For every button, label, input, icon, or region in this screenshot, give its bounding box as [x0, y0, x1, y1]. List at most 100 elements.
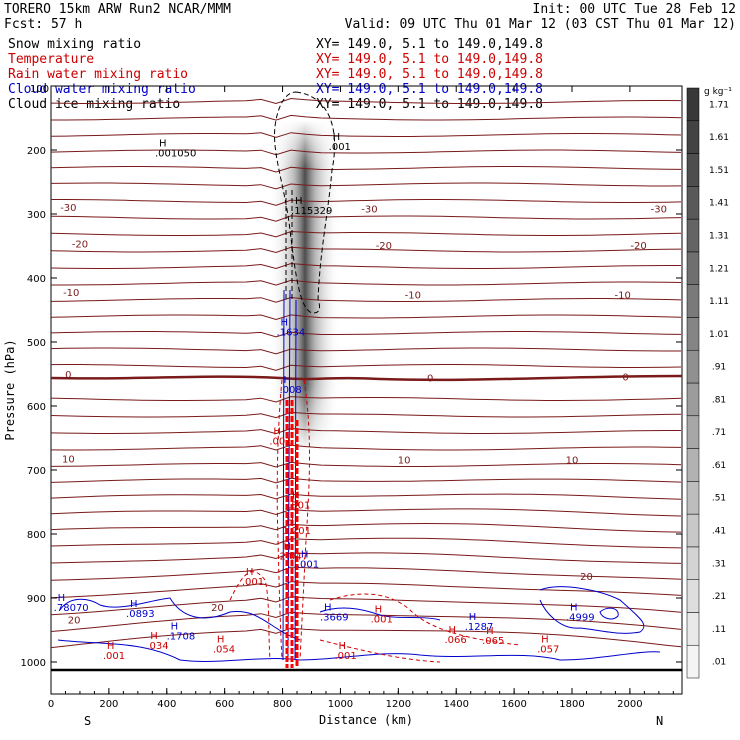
maximum-value-label: .001: [297, 559, 319, 570]
colorbar-swatch: [686, 120, 700, 154]
isotherm-line: [50, 444, 682, 451]
isotherm-line: [50, 396, 682, 403]
colorbar-swatch: [686, 284, 700, 318]
y-tick-label: 600: [27, 402, 46, 413]
high-marker: H: [469, 612, 477, 623]
isotherm-line: [50, 566, 682, 581]
temperature-label: 0: [427, 374, 433, 385]
isotherm-line: [50, 347, 681, 355]
y-tick-label: 300: [27, 210, 46, 221]
y-tick-label: 700: [27, 466, 46, 477]
high-marker: H: [324, 602, 332, 613]
isotherm-line: [50, 182, 682, 190]
x-tick-label: 600: [215, 699, 234, 710]
colorbar-level-label: .31: [712, 559, 726, 569]
colorbar-swatch: [686, 546, 700, 580]
x-tick-label: 2000: [617, 699, 642, 710]
colorbar-swatch: [686, 251, 700, 285]
field-legend: Snow mixing ratio XY= 149.0, 5.1 to 149.…: [8, 37, 543, 112]
maximum-value-label: .057: [537, 644, 559, 655]
legend-snow-xy: XY= 149.0, 5.1 to 149.0,149.8: [316, 37, 543, 52]
maximum-value-label: .1287: [465, 622, 494, 633]
colorbar-level-label: .51: [712, 494, 726, 504]
header-model: TORERO 15km ARW Run2 NCAR/MMM: [4, 2, 231, 17]
high-marker: H: [283, 375, 291, 386]
maximum-value-label: .001: [269, 436, 291, 447]
isotherm-line: [50, 331, 682, 338]
x-axis-title: Distance (km): [319, 713, 413, 727]
temperature-label: -30: [60, 203, 76, 214]
isotherm-line: [50, 314, 682, 321]
high-marker: H: [130, 599, 138, 610]
isotherm-line: [51, 279, 682, 286]
colorbar-unit: g kg⁻¹: [704, 87, 732, 97]
zero-isotherm: [50, 374, 683, 382]
y-top-label: 100: [30, 84, 49, 95]
isotherm-line: [50, 537, 682, 549]
temperature-label: -20: [630, 241, 646, 252]
temperature-label: 20: [68, 616, 81, 627]
colorbar-swatch: [686, 415, 700, 449]
colorbar-level-label: .01: [712, 658, 726, 668]
high-marker: H: [171, 622, 179, 633]
isotherm-line: [50, 364, 682, 371]
temperature-label: -10: [63, 288, 79, 299]
x-tick-label: 1200: [386, 699, 411, 710]
isotherm-line: [50, 522, 682, 533]
colorbar-swatch: [686, 186, 700, 220]
y-tick-label: 800: [27, 530, 46, 541]
x-tick-label: 1600: [501, 699, 526, 710]
x-tick-label: 200: [99, 699, 118, 710]
cloud-ice-contour: [274, 91, 336, 314]
colorbar-level-label: .21: [712, 592, 726, 602]
temperature-contours: [50, 97, 682, 649]
colorbar-swatch: [686, 382, 700, 417]
temperature-label: 20: [211, 603, 224, 614]
x-tick-label: 0: [48, 699, 54, 710]
isotherm-line: [50, 477, 682, 484]
x-tick-label: 1800: [559, 699, 584, 710]
isotherm-line: [50, 427, 681, 435]
maximum-value-label: .1708: [167, 632, 196, 643]
legend-temperature: Temperature: [8, 52, 94, 67]
high-marker: H: [58, 593, 66, 604]
maximum-value-label: .3669: [320, 612, 349, 623]
x-end-label-north: N: [656, 714, 663, 728]
high-marker: H: [338, 641, 346, 652]
colorbar-level-label: .81: [712, 395, 726, 405]
temperature-label: -30: [361, 205, 377, 216]
temperature-label: -30: [651, 205, 667, 216]
x-tick-label: 1000: [328, 699, 353, 710]
high-marker: H: [281, 318, 289, 329]
maximum-value-label: .001050: [155, 148, 196, 159]
y-tick-label: 1000: [21, 658, 46, 669]
colorbar-level-label: 1.11: [709, 297, 729, 307]
legend-rain: Rain water mixing ratio: [8, 67, 188, 82]
isotherm-line: [50, 581, 682, 599]
high-marker: H: [292, 490, 300, 501]
legend-cloud-water-xy: XY= 149.0, 5.1 to 149.0,149.8: [316, 82, 543, 97]
isotherm-line: [50, 166, 682, 173]
temperature-label: 0: [65, 370, 71, 381]
isotherm-line: [51, 199, 682, 206]
x-tick-label: 1400: [444, 699, 469, 710]
temperature-label: -10: [614, 290, 630, 301]
isotherm-line: [50, 149, 682, 156]
legend-cloud-ice: Cloud ice mixing ratio: [8, 97, 180, 112]
colorbar-swatch: [686, 644, 700, 679]
high-marker: H: [541, 634, 549, 645]
colorbar-level-label: 1.51: [709, 166, 729, 176]
isotherm-line: [50, 411, 682, 419]
legend-snow: Snow mixing ratio: [8, 37, 141, 52]
legend-temperature-xy: XY= 149.0, 5.1 to 149.0,149.8: [316, 52, 543, 67]
maximum-labels: H.001050H.001H.115329H.1634H.008H.001H.8…: [54, 132, 595, 662]
colorbar-level-label: 1.21: [709, 264, 729, 274]
plot-frame: [50, 85, 683, 695]
header-valid-time: Valid: 09 UTC Thu 01 Mar 12 (03 CST Thu …: [345, 17, 736, 32]
x-tick-label: 800: [273, 699, 292, 710]
isotherm-line: [50, 596, 682, 616]
colorbar-level-label: .41: [712, 527, 726, 537]
colorbar-level-label: .91: [712, 363, 726, 373]
